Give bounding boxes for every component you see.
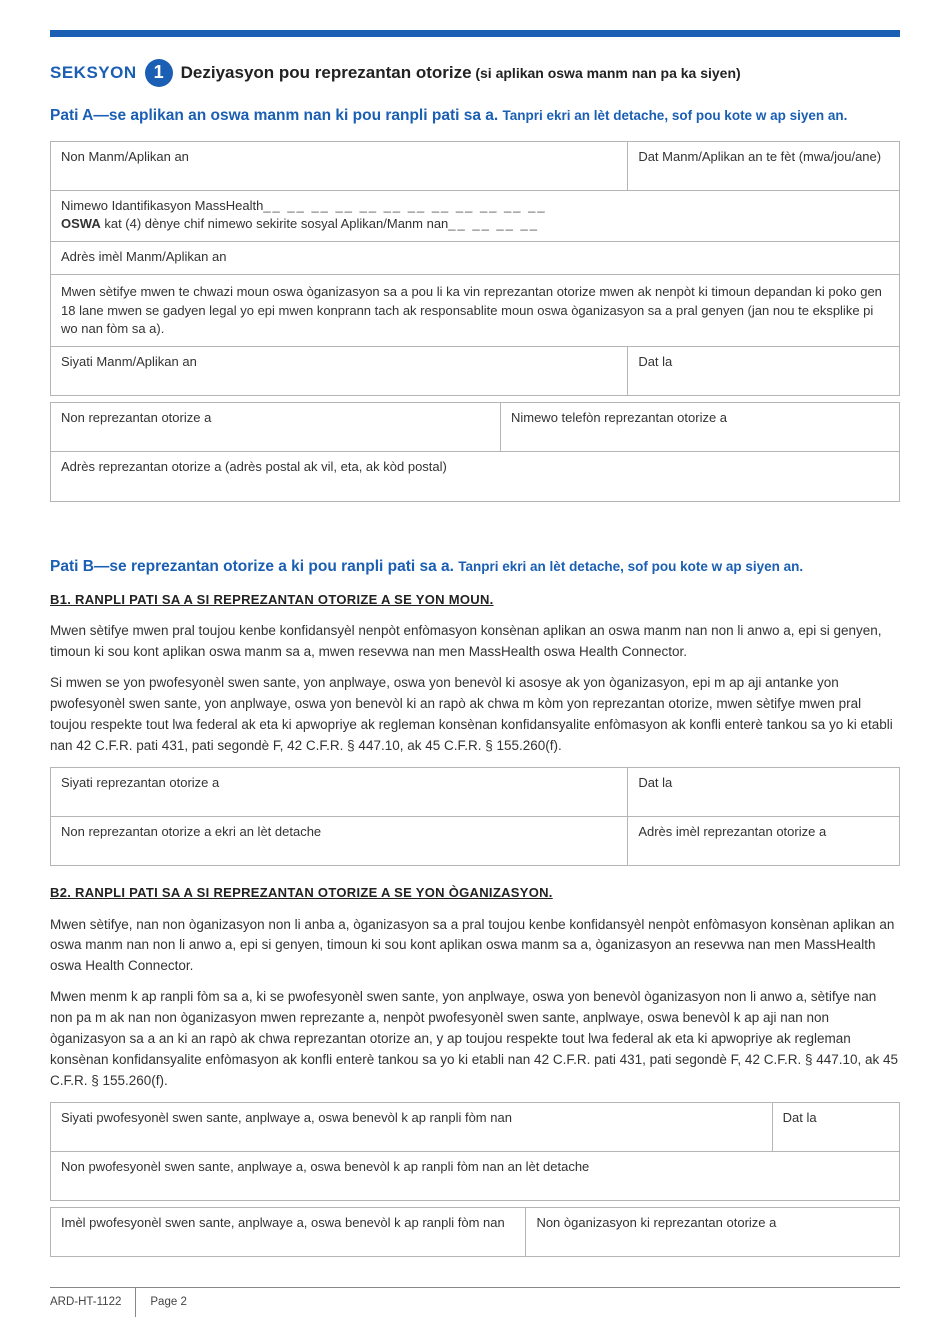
member-dob-field[interactable]: Dat Manm/Aplikan an te fèt (mwa/jou/ane) — [628, 141, 900, 190]
b2-table-1: Siyati pwofesyonèl swen sante, anplwaye … — [50, 1102, 900, 1201]
form-page: SEKSYON 1 Deziyasyon pou reprezantan oto… — [0, 0, 950, 1337]
masshealth-id-field[interactable]: Nimewo Idantifikasyon MassHealth__ __ __… — [51, 190, 900, 241]
footer-page-label: Page — [150, 1296, 177, 1308]
b2-table-2: Imèl pwofesyonèl swen sante, anplwaye a,… — [50, 1207, 900, 1257]
part-a-date-field[interactable]: Dat la — [628, 347, 900, 396]
masshealth-id-blanks: __ __ __ __ __ __ __ __ __ __ __ __ — [263, 198, 546, 213]
b1-subheading: B1. RANPLI PATI SA A SI REPREZANTAN OTOR… — [50, 591, 900, 609]
b2-date-field[interactable]: Dat la — [772, 1102, 899, 1151]
b2-prof-signature-field[interactable]: Siyati pwofesyonèl swen sante, anplwaye … — [51, 1102, 773, 1151]
section-number-badge: 1 — [145, 59, 173, 87]
ssn-blanks: __ __ __ __ — [448, 216, 539, 231]
b2-org-name-field[interactable]: Non òganizasyon ki reprezantan otorize a — [526, 1208, 900, 1257]
part-b-heading-text: Pati B—se reprezantan otorize a ki pou r… — [50, 558, 454, 575]
b1-para1: Mwen sètifye mwen pral toujou kenbe konf… — [50, 621, 900, 663]
rep-phone-field[interactable]: Nimewo telefòn reprezantan otorize a — [500, 403, 899, 452]
or-word: OSWA — [61, 216, 101, 231]
rep-address-field[interactable]: Adrès reprezantan otorize a (adrès posta… — [51, 452, 900, 501]
part-a-certification-text: Mwen sètifye mwen te chwazi moun oswa òg… — [51, 275, 900, 347]
top-accent-bar — [50, 30, 900, 37]
part-a-table-1: Non Manm/Aplikan an Dat Manm/Aplikan an … — [50, 141, 900, 397]
b1-para2: Si mwen se yon pwofesyonèl swen sante, y… — [50, 673, 900, 757]
rep-name-field[interactable]: Non reprezantan otorize a — [51, 403, 501, 452]
part-a-heading-note: Tanpri ekri an lèt detache, sof pou kote… — [503, 108, 848, 123]
page-footer: ARD-HT-1122 Page 2 — [50, 1287, 900, 1316]
member-email-field[interactable]: Adrès imèl Manm/Aplikan an — [51, 242, 900, 275]
b1-rep-signature-field[interactable]: Siyati reprezantan otorize a — [51, 767, 628, 816]
footer-page-num-value: 2 — [180, 1296, 186, 1308]
part-a-table-2: Non reprezantan otorize a Nimewo telefòn… — [50, 402, 900, 501]
section-title: Deziyasyon pou reprezantan otorize — [181, 63, 472, 82]
part-a-heading: Pati A—se aplikan an oswa manm nan ki po… — [50, 105, 900, 127]
ssn-label: kat (4) dènye chif nimewo sekirite sosya… — [101, 216, 449, 231]
b1-rep-email-field[interactable]: Adrès imèl reprezantan otorize a — [628, 817, 900, 866]
b1-table: Siyati reprezantan otorize a Dat la Non … — [50, 767, 900, 866]
masshealth-id-label: Nimewo Idantifikasyon MassHealth — [61, 198, 263, 213]
b2-prof-email-field[interactable]: Imèl pwofesyonèl swen sante, anplwaye a,… — [51, 1208, 526, 1257]
section-label: SEKSYON — [50, 61, 137, 85]
member-name-field[interactable]: Non Manm/Aplikan an — [51, 141, 628, 190]
footer-doc-id: ARD-HT-1122 — [50, 1288, 136, 1316]
b1-date-field[interactable]: Dat la — [628, 767, 900, 816]
part-b-heading-note: Tanpri ekri an lèt detache, sof pou kote… — [458, 559, 803, 574]
footer-page-number: Page 2 — [136, 1288, 200, 1316]
section-header: SEKSYON 1 Deziyasyon pou reprezantan oto… — [50, 59, 900, 87]
part-b-heading: Pati B—se reprezantan otorize a ki pou r… — [50, 556, 900, 578]
b2-para2: Mwen menm k ap ranpli fòm sa a, ki se pw… — [50, 987, 900, 1092]
part-a-fields: Non Manm/Aplikan an Dat Manm/Aplikan an … — [50, 141, 900, 502]
member-signature-field[interactable]: Siyati Manm/Aplikan an — [51, 347, 628, 396]
b2-subheading: B2. RANPLI PATI SA A SI REPREZANTAN OTOR… — [50, 884, 900, 902]
part-a-heading-text: Pati A—se aplikan an oswa manm nan ki po… — [50, 107, 498, 124]
section-title-note: (si aplikan oswa manm nan pa ka siyen) — [475, 65, 740, 81]
b2-prof-name-print-field[interactable]: Non pwofesyonèl swen sante, anplwaye a, … — [51, 1152, 900, 1201]
b1-rep-name-print-field[interactable]: Non reprezantan otorize a ekri an lèt de… — [51, 817, 628, 866]
b2-para1: Mwen sètifye, nan non òganizasyon non li… — [50, 915, 900, 978]
